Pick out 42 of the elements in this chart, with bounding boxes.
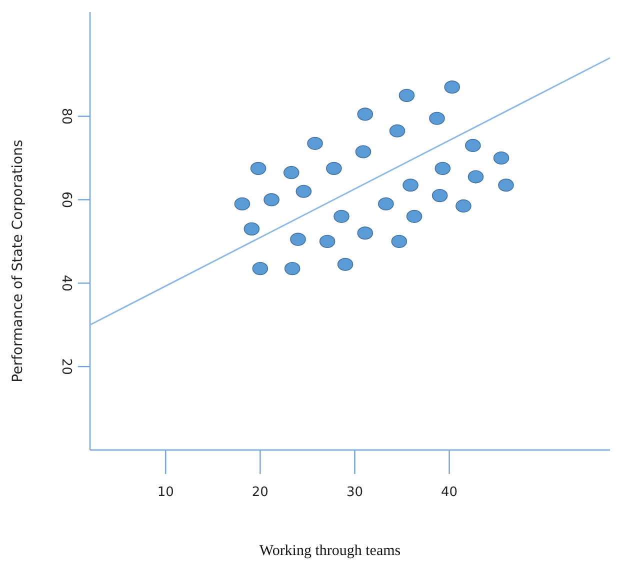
point bbox=[468, 170, 484, 184]
y-axis-title: Performance of State Corporations bbox=[10, 140, 26, 382]
point bbox=[493, 151, 510, 165]
point bbox=[355, 145, 372, 158]
point bbox=[234, 197, 250, 210]
point bbox=[444, 80, 460, 94]
x-tick-label: 40 bbox=[441, 485, 458, 500]
point bbox=[389, 124, 406, 138]
point bbox=[284, 262, 300, 276]
point bbox=[465, 138, 481, 152]
point bbox=[429, 112, 445, 125]
y-tick-label: 20 bbox=[58, 358, 74, 375]
point bbox=[357, 226, 374, 240]
x-tick-label: 20 bbox=[252, 485, 268, 500]
x-tick-label: 10 bbox=[157, 485, 174, 500]
point bbox=[319, 234, 336, 248]
point bbox=[296, 184, 312, 198]
point bbox=[250, 162, 266, 175]
y-tick-label: 80 bbox=[58, 108, 74, 125]
point bbox=[307, 136, 323, 150]
point bbox=[244, 222, 260, 236]
point bbox=[252, 262, 268, 276]
point bbox=[498, 178, 514, 192]
point bbox=[402, 178, 418, 192]
point bbox=[283, 166, 300, 180]
point bbox=[432, 188, 448, 202]
point bbox=[391, 234, 408, 248]
point bbox=[378, 197, 394, 210]
x-tick-label: 30 bbox=[346, 485, 363, 500]
point bbox=[326, 162, 342, 175]
point bbox=[357, 108, 374, 121]
point bbox=[290, 232, 306, 246]
point bbox=[434, 162, 451, 175]
point bbox=[406, 210, 422, 223]
point bbox=[334, 210, 350, 223]
y-tick-label: 40 bbox=[58, 274, 74, 292]
point bbox=[264, 193, 280, 206]
point bbox=[337, 258, 354, 271]
point bbox=[398, 88, 415, 102]
x-axis-title: Working through teams bbox=[259, 543, 401, 559]
point bbox=[456, 199, 472, 213]
y-tick-label: 60 bbox=[58, 191, 74, 208]
